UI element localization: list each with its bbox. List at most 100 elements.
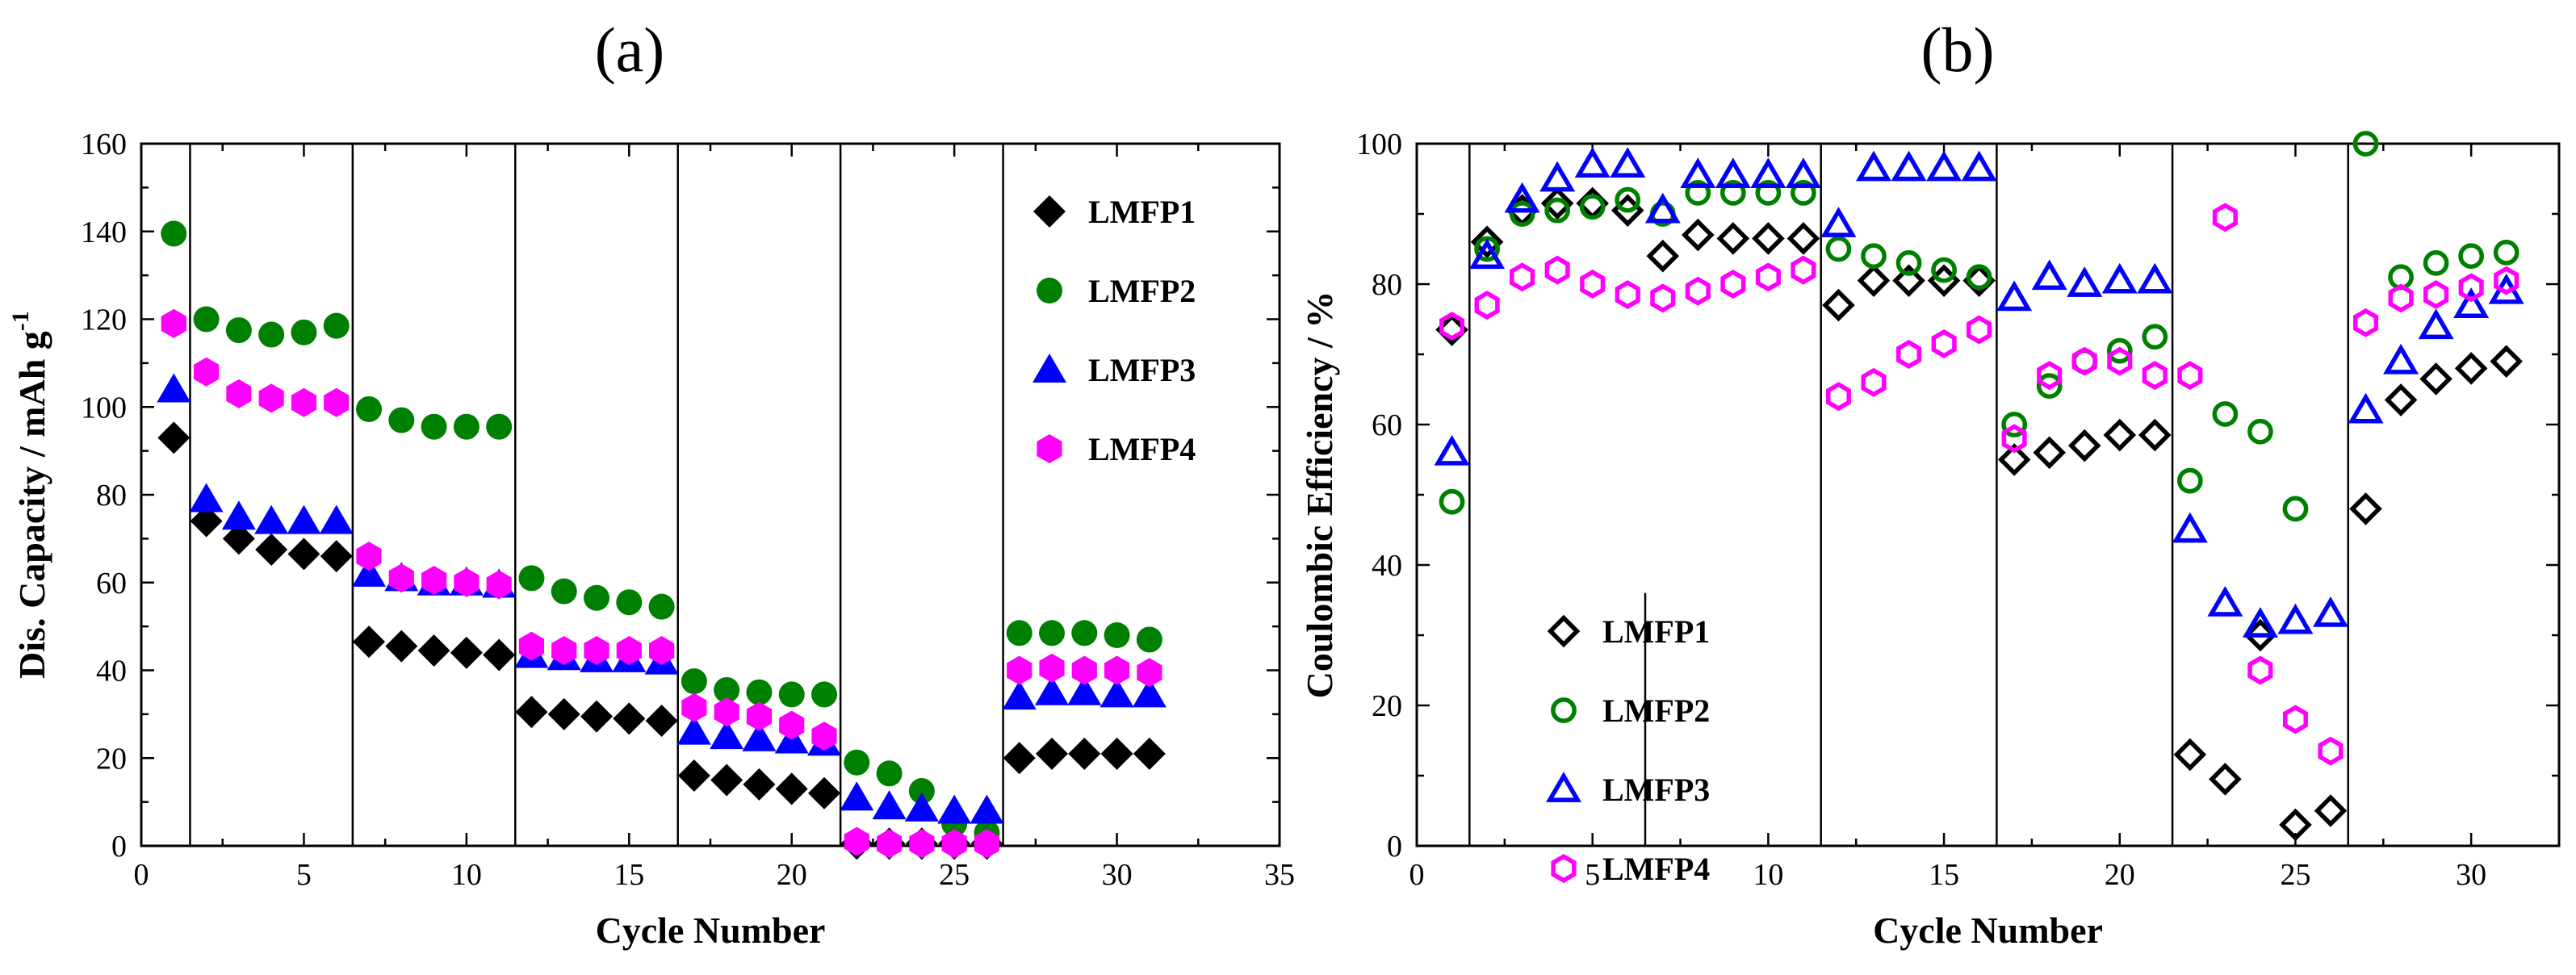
data-point	[2282, 496, 2309, 522]
data-point	[222, 522, 255, 555]
data-point	[937, 794, 972, 824]
data-point	[1539, 161, 1576, 192]
data-point	[1857, 264, 1891, 297]
data-point	[385, 630, 418, 663]
legend-label: LMFP1	[1602, 613, 1710, 650]
data-point	[2001, 424, 2027, 454]
data-point	[258, 383, 284, 413]
data-point	[676, 715, 711, 745]
data-point	[1861, 367, 1887, 397]
series-lmfp1	[157, 421, 1166, 860]
data-point	[844, 826, 869, 856]
y-axis-title-text: Dis. Capacity / mAh g	[11, 331, 52, 679]
data-point	[1579, 194, 1606, 220]
x-tick-label: 35	[1264, 858, 1295, 892]
y-tick-label: 100	[1356, 128, 1402, 161]
data-point	[157, 421, 191, 454]
legend: LMFP1 LMFP2 LMFP3 LMFP4	[1032, 194, 1196, 467]
data-point	[2036, 373, 2063, 400]
data-point	[190, 504, 223, 538]
data-point	[320, 540, 353, 573]
data-point	[2388, 283, 2414, 313]
data-point	[518, 565, 545, 592]
data-point	[876, 760, 903, 787]
data-point	[2209, 763, 2242, 796]
data-point	[1510, 262, 1535, 292]
data-point	[547, 697, 580, 730]
data-point	[255, 533, 288, 566]
data-point	[1650, 283, 1676, 313]
data-point	[2172, 512, 2208, 543]
y-tick-label: 100	[81, 391, 127, 425]
data-point	[649, 636, 675, 665]
data-point	[584, 584, 609, 611]
y-tick-label: 0	[1387, 830, 1402, 864]
data-point	[323, 312, 350, 339]
x-tick-label: 10	[1753, 858, 1783, 892]
y-axis-title: Dis. Capacity / mAh g-1	[7, 311, 52, 679]
data-point	[1469, 238, 1506, 270]
data-point	[287, 538, 320, 571]
panel-label: (b)	[1921, 15, 1995, 85]
data-point	[2247, 655, 2273, 685]
data-point	[2067, 266, 2103, 297]
data-point	[779, 710, 805, 740]
data-point	[1967, 315, 1992, 345]
data-point	[1755, 180, 1782, 206]
data-point	[1825, 382, 1851, 412]
y-tick-label: 160	[81, 128, 127, 161]
plot-frame	[140, 142, 1281, 847]
data-point	[421, 566, 447, 595]
data-point	[1966, 264, 1992, 291]
data-point	[677, 759, 710, 792]
data-point	[616, 589, 643, 616]
data-point	[2033, 436, 2066, 470]
data-point	[580, 700, 613, 733]
data-point	[778, 681, 805, 708]
data-point	[613, 702, 646, 735]
data-point	[1895, 250, 1922, 276]
data-point	[1434, 434, 1470, 466]
data-point	[811, 722, 837, 751]
data-point	[840, 781, 874, 811]
y-tick-label: 80	[1372, 268, 1402, 302]
data-point	[1785, 157, 1821, 189]
data-point	[877, 829, 903, 859]
data-point	[743, 768, 776, 801]
data-point	[254, 504, 289, 534]
data-point	[808, 776, 840, 810]
data-point	[1931, 257, 1957, 283]
data-point	[2419, 362, 2452, 395]
data-point	[1997, 443, 2031, 476]
legend-marker-lmfp3	[1032, 354, 1066, 383]
data-point	[352, 557, 386, 587]
chart-panel-a: (a) 0 5 10 15 20 25 30 35 0 20 40 60 80 100 120 140 160 Cy…	[7, 15, 1295, 951]
data-point	[648, 593, 675, 620]
data-point	[584, 636, 609, 665]
data-point	[1685, 276, 1711, 306]
data-point	[2458, 243, 2485, 270]
data-point	[1439, 312, 1465, 341]
legend-label: LMFP2	[1602, 693, 1710, 729]
data-point	[388, 563, 414, 593]
data-point	[1104, 622, 1130, 648]
data-point	[388, 407, 415, 433]
data-point	[1926, 150, 1962, 182]
data-point	[2101, 262, 2138, 294]
x-tick-label: 30	[1102, 858, 1133, 892]
data-point	[291, 319, 317, 345]
data-point	[1132, 678, 1167, 708]
data-point	[1791, 180, 1816, 206]
data-point	[486, 570, 512, 600]
y-tick-label: 40	[1372, 549, 1402, 583]
x-tick-label: 5	[1585, 858, 1600, 892]
data-point	[1996, 280, 2033, 312]
data-point	[189, 483, 224, 513]
y-tick-label: 0	[111, 830, 127, 864]
data-point	[515, 696, 548, 729]
data-point	[1100, 678, 1134, 708]
x-tick-label: 30	[2456, 858, 2486, 892]
data-point	[1750, 157, 1786, 189]
data-point	[2458, 273, 2484, 303]
data-point	[616, 636, 642, 665]
